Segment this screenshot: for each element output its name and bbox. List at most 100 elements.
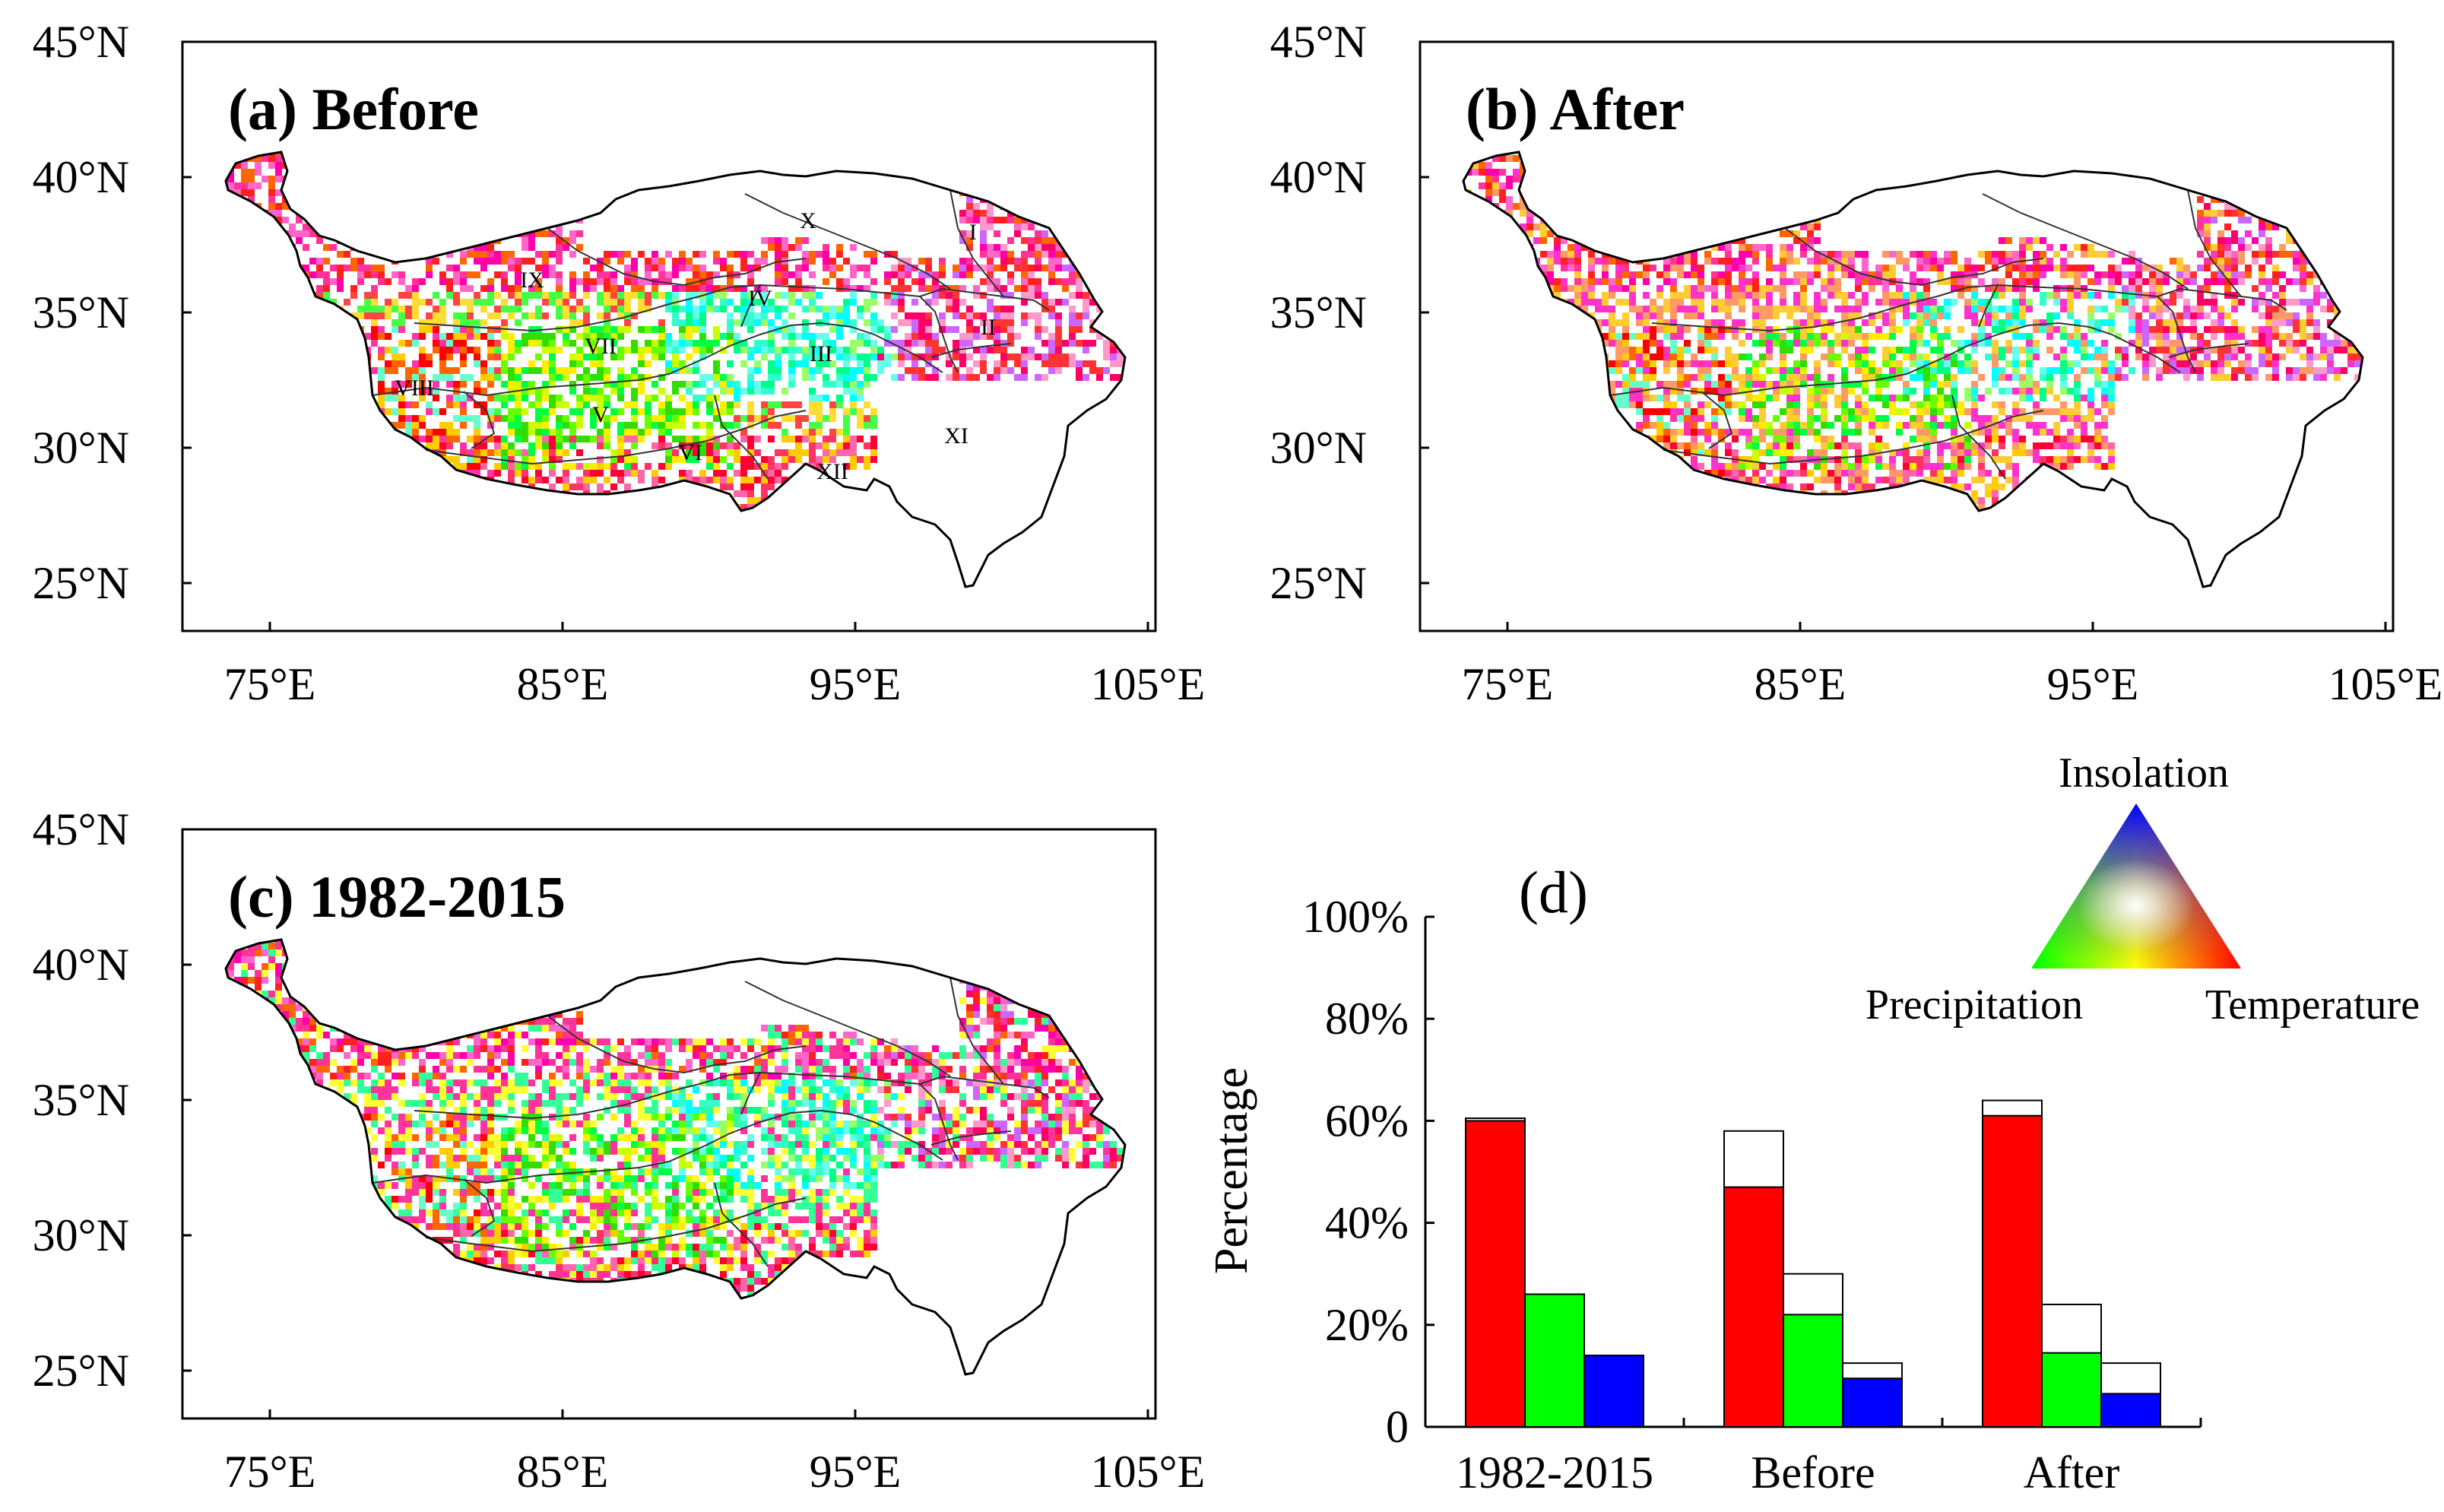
region-boundary bbox=[740, 1072, 761, 1115]
region-boundary bbox=[414, 284, 921, 332]
region-boundary bbox=[1651, 284, 2158, 332]
region-boundary bbox=[547, 1015, 807, 1074]
lon-tick-label: 85°E bbox=[517, 1447, 609, 1497]
region-label: II bbox=[981, 315, 996, 340]
color-triangle-legend: Insolation Precipitation Temperature bbox=[1865, 750, 2420, 1029]
region-boundary bbox=[744, 981, 951, 1077]
region-boundary bbox=[2168, 343, 2249, 358]
lon-tick-label: 95°E bbox=[810, 1447, 902, 1497]
lat-tick-label: 25°N bbox=[33, 558, 129, 608]
lon-tick-label: 75°E bbox=[224, 659, 316, 709]
bar-precipitation bbox=[1783, 1314, 1843, 1428]
lat-tick-label: 40°N bbox=[33, 152, 129, 202]
region-boundary bbox=[1663, 410, 2044, 465]
lat-tick-label: 25°N bbox=[33, 1346, 129, 1396]
region-boundary bbox=[919, 287, 1050, 311]
chart-y-tick-label: 0 bbox=[1386, 1402, 1409, 1452]
lat-tick-label: 35°N bbox=[33, 287, 129, 338]
lon-tick-label: 85°E bbox=[1755, 659, 1846, 709]
map-panel-2: (b) After 45°N 40°N 35°N 30°N 25°N 75°E 85°E 95°… bbox=[1270, 17, 2443, 709]
region-boundary bbox=[1701, 391, 1733, 449]
region-label: IV bbox=[748, 286, 772, 311]
chart-y-tick-label: 20% bbox=[1325, 1300, 1409, 1350]
region-boundary bbox=[425, 410, 807, 465]
chart-y-tick-label: 100% bbox=[1302, 892, 1409, 942]
region-label: XII bbox=[816, 459, 848, 484]
region-boundary bbox=[714, 395, 769, 480]
lat-tick-label: 30°N bbox=[33, 423, 129, 473]
lat-tick-label: 45°N bbox=[1270, 17, 1367, 67]
region-boundary bbox=[547, 227, 807, 287]
lon-tick-label: 105°E bbox=[1091, 1447, 1206, 1497]
region-label: VI bbox=[678, 440, 702, 465]
chart-y-tick-label: 80% bbox=[1325, 994, 1409, 1044]
region-boundary bbox=[1951, 395, 2006, 480]
percentage-bar-chart: (d) Percentage 0 20% 40% 60% 80% 100% 1982-201… bbox=[1206, 859, 2202, 1498]
bar-precipitation bbox=[1524, 1293, 1585, 1428]
bar-precipitation bbox=[2041, 1352, 2102, 1428]
lon-tick-label: 85°E bbox=[517, 659, 609, 709]
chart-ylabel: Percentage bbox=[1206, 1067, 1257, 1274]
map-title: (b) After bbox=[1466, 76, 1685, 142]
region-boundary bbox=[919, 1083, 959, 1161]
region-label: V bbox=[592, 402, 609, 427]
plateau-outline bbox=[1462, 151, 2364, 588]
lat-tick-label: 35°N bbox=[33, 1075, 129, 1125]
region-boundary bbox=[1982, 193, 2189, 290]
region-label: XI bbox=[944, 423, 968, 449]
map-title: (a) Before bbox=[228, 76, 479, 142]
lon-tick-label: 105°E bbox=[1091, 659, 1206, 709]
bar-insolation bbox=[1583, 1355, 1644, 1428]
lat-tick-label: 45°N bbox=[33, 804, 129, 854]
region-boundary bbox=[1609, 322, 2181, 397]
region-boundary bbox=[2157, 287, 2287, 311]
bar-temperature bbox=[1723, 1186, 1784, 1428]
lat-tick-label: 30°N bbox=[33, 1210, 129, 1260]
region-label: X bbox=[800, 208, 816, 233]
chart-y-tick-label: 40% bbox=[1325, 1198, 1409, 1248]
lat-tick-label: 40°N bbox=[33, 940, 129, 990]
region-boundary bbox=[2187, 189, 2242, 297]
lon-tick-label: 75°E bbox=[224, 1447, 316, 1497]
region-boundary bbox=[425, 1197, 807, 1253]
region-boundary bbox=[740, 284, 761, 328]
lon-tick-label: 75°E bbox=[1462, 659, 1554, 709]
region-label: I bbox=[969, 220, 977, 245]
plateau-outline bbox=[224, 938, 1127, 1376]
lat-tick-label: 40°N bbox=[1270, 152, 1367, 202]
chart-x-tick-label: Before bbox=[1751, 1447, 1875, 1498]
legend-precipitation-label: Precipitation bbox=[1865, 981, 2083, 1029]
region-label: IX bbox=[520, 268, 544, 293]
region-label: VIII bbox=[395, 376, 434, 401]
bar-insolation bbox=[1842, 1377, 1903, 1428]
lat-tick-label: 30°N bbox=[1270, 423, 1367, 473]
region-boundary bbox=[1784, 227, 2044, 287]
region-boundary bbox=[930, 343, 1012, 358]
region-boundary bbox=[744, 193, 951, 290]
region-boundary bbox=[919, 296, 959, 373]
bar-temperature bbox=[1465, 1120, 1526, 1428]
bar-temperature bbox=[1982, 1114, 2043, 1428]
region-boundary bbox=[919, 1075, 1050, 1098]
map-panel-3: (c) 1982-2015 45°N 40°N 35°N 30°N 25°N 75°E 85°… bbox=[33, 804, 1206, 1497]
lon-tick-label: 105°E bbox=[2328, 659, 2443, 709]
region-boundary bbox=[372, 322, 943, 397]
chart-y-tick-label: 60% bbox=[1325, 1095, 1409, 1146]
region-boundary bbox=[949, 977, 1004, 1085]
lat-tick-label: 25°N bbox=[1270, 558, 1367, 608]
chart-x-tick-label: After bbox=[2024, 1447, 2120, 1498]
region-boundary bbox=[463, 1178, 496, 1237]
region-boundary bbox=[463, 391, 496, 449]
chart-title: (d) bbox=[1519, 859, 1588, 925]
lon-tick-label: 95°E bbox=[810, 659, 902, 709]
region-boundary bbox=[930, 1130, 1012, 1146]
plateau-outline bbox=[224, 151, 1127, 588]
lat-tick-label: 45°N bbox=[33, 17, 129, 67]
legend-triangle-center bbox=[2031, 804, 2241, 968]
bar-insolation bbox=[2100, 1393, 2161, 1428]
region-label: VII bbox=[585, 334, 617, 359]
region-boundary bbox=[949, 189, 1004, 297]
region-boundary bbox=[2157, 296, 2196, 373]
